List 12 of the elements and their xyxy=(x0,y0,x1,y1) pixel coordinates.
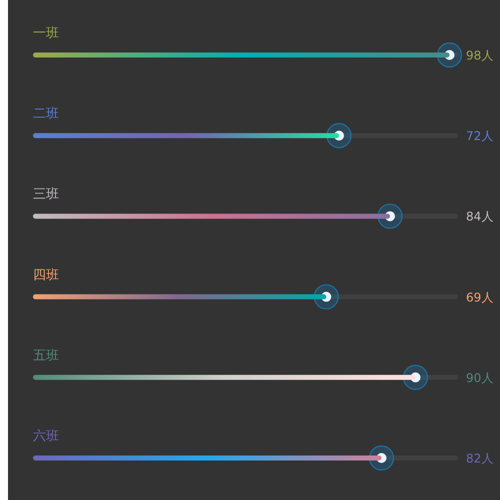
y-tick-label: 六班 xyxy=(33,429,59,444)
data-label: 90人 xyxy=(466,370,494,385)
y-tick-label: 五班 xyxy=(33,348,59,364)
y-tick-label: 一班 xyxy=(33,26,59,41)
y-tick-label: 四班 xyxy=(33,268,59,283)
data-label: 98人 xyxy=(466,48,494,62)
y-tick-label: 二班 xyxy=(33,106,59,122)
data-label: 72人 xyxy=(466,129,494,144)
data-label: 82人 xyxy=(466,452,494,466)
data-label: 84人 xyxy=(466,210,494,224)
data-label: 69人 xyxy=(466,290,494,304)
y-tick-label: 三班 xyxy=(33,187,59,202)
